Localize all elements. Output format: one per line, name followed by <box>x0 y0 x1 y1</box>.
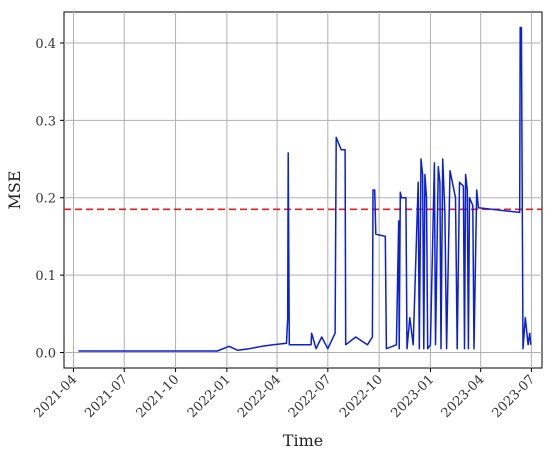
x-tick-label: 2022-07 <box>286 372 335 421</box>
x-axis-title: Time <box>283 431 323 450</box>
series-layer <box>78 26 532 352</box>
y-tick-label: 0.3 <box>35 114 56 129</box>
x-tick-label: 2022-04 <box>235 372 284 421</box>
plot-area <box>63 11 543 369</box>
x-tick-label: 2022-10 <box>337 372 386 421</box>
x-tick-label: 2021-07 <box>82 372 131 421</box>
y-axis-title: MSE <box>5 170 24 209</box>
y-tick-label: 0.4 <box>35 37 56 52</box>
x-tick-label: 2022-01 <box>185 372 234 421</box>
x-tick-label: 2023-04 <box>439 372 488 421</box>
x-tick-label: 2023-01 <box>388 372 437 421</box>
x-tick-label: 2023-07 <box>489 372 538 421</box>
y-tick-label: 0.1 <box>35 269 56 284</box>
y-tick-label: 0.0 <box>35 347 56 362</box>
x-tick-label: 2021-10 <box>134 372 183 421</box>
mse-series-line <box>78 26 532 352</box>
x-tick-label: 2021-04 <box>31 372 80 421</box>
y-tick-label: 0.2 <box>35 192 56 207</box>
